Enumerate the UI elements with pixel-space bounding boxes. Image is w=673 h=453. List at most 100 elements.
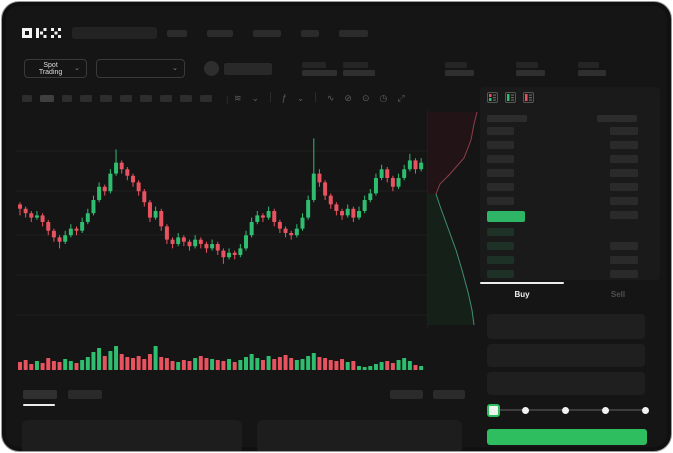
tab-sell[interactable]: Sell	[610, 290, 626, 299]
book-amount[interactable]	[610, 155, 638, 163]
indicators-chevron-icon[interactable]: ⌄	[296, 92, 305, 103]
divider: |	[269, 92, 272, 103]
order-tabs: Buy Sell	[480, 282, 660, 307]
pair-name-placeholder	[224, 63, 272, 75]
book-amount[interactable]	[610, 183, 638, 191]
chevron-down-icon: ⌄	[74, 65, 80, 72]
book-mode-bids-icon[interactable]	[505, 92, 516, 103]
timeframe-button-5[interactable]	[100, 95, 112, 102]
book-bid-price[interactable]	[487, 256, 514, 264]
timeframe-buttons	[22, 95, 212, 102]
stat-pair-name-value	[302, 70, 337, 76]
book-amount[interactable]	[610, 197, 638, 205]
stat-24h-low-value	[578, 70, 606, 76]
indicators-icon[interactable]: ƒ	[281, 92, 287, 103]
candlestick-chart[interactable]	[16, 106, 430, 378]
filter-tab-1[interactable]	[390, 390, 423, 399]
slider-stop-50[interactable]	[562, 407, 569, 414]
nav-item-4[interactable]	[301, 30, 319, 37]
timeframe-button-2[interactable]	[40, 95, 54, 102]
market-type-dropdown[interactable]: Spot Trading ⌄	[24, 59, 87, 78]
book-amount[interactable]	[610, 127, 638, 135]
price-field[interactable]	[487, 314, 645, 339]
timeframe-button-9[interactable]	[180, 95, 192, 102]
book-amount[interactable]	[610, 270, 638, 278]
chevron-down-icon: ⌄	[172, 65, 178, 72]
book-bid-price[interactable]	[487, 242, 514, 250]
timeframe-button-10[interactable]	[200, 95, 212, 102]
line-tool-icon[interactable]: ∿	[326, 92, 335, 103]
fullscreen-icon[interactable]: ⤢	[397, 92, 405, 103]
book-mode-both-icon[interactable]	[487, 92, 498, 103]
nav-item-3[interactable]	[253, 30, 281, 37]
stat-last-price-value	[343, 70, 375, 76]
divider: |	[314, 92, 317, 103]
candle-style-icon[interactable]: ≋	[234, 92, 242, 103]
stat-pair-name-label	[302, 62, 326, 68]
snapshot-icon[interactable]: ⊙	[361, 92, 370, 103]
nav-item-2[interactable]	[207, 30, 233, 37]
book-bid-price[interactable]	[487, 228, 514, 236]
book-ask-price[interactable]	[487, 183, 514, 191]
tab-buy[interactable]: Buy	[514, 290, 530, 299]
draw-tool-icon[interactable]: ⊘	[344, 92, 352, 103]
book-amount[interactable]	[610, 242, 638, 250]
depth-chart[interactable]	[427, 110, 480, 328]
book-bid-price[interactable]	[487, 270, 514, 278]
timeframe-button-4[interactable]	[80, 95, 92, 102]
timeframe-button-3[interactable]	[62, 95, 72, 102]
book-ask-price[interactable]	[487, 155, 514, 163]
stat-24h-change-label	[445, 62, 467, 68]
open-orders-panel	[22, 420, 242, 451]
book-col-header-amount[interactable]	[597, 115, 637, 122]
stat-24h-change-value	[445, 70, 474, 76]
nav-item-5[interactable]	[339, 30, 368, 37]
okx-logo	[22, 28, 61, 38]
book-amount[interactable]	[610, 256, 638, 264]
buy-submit-button[interactable]	[487, 429, 647, 445]
timeframe-button-7[interactable]	[140, 95, 152, 102]
book-ask-price[interactable]	[487, 169, 514, 177]
history-tab[interactable]	[68, 390, 102, 399]
active-tab-indicator	[480, 282, 564, 284]
timeframe-button-8[interactable]	[160, 95, 172, 102]
nav-item-1[interactable]	[167, 30, 187, 37]
slider-stop-75[interactable]	[602, 407, 609, 414]
market-type-label: Spot Trading	[38, 61, 63, 76]
stat-24h-high-value	[516, 70, 545, 76]
slider-handle[interactable]	[487, 404, 500, 417]
book-mode-asks-icon[interactable]	[523, 92, 534, 103]
book-ask-price[interactable]	[487, 127, 514, 135]
filter-tab-2[interactable]	[433, 390, 465, 399]
bottom-active-tab-indicator	[23, 404, 55, 406]
stat-24h-low-label	[578, 62, 599, 68]
book-col-header-price[interactable]	[487, 115, 527, 122]
toolbar-divider: |	[226, 94, 229, 104]
book-ask-price[interactable]	[487, 141, 514, 149]
order-book	[480, 87, 660, 280]
interval-clock-icon[interactable]: ◷	[379, 92, 388, 103]
bottom-tabs-left	[23, 390, 102, 399]
book-last-price[interactable]	[487, 211, 525, 222]
slider-stop-100[interactable]	[642, 407, 649, 414]
slider-stop-25[interactable]	[522, 407, 529, 414]
timeframe-button-1[interactable]	[22, 95, 32, 102]
amount-slider[interactable]	[487, 403, 649, 417]
book-ask-price[interactable]	[487, 197, 514, 205]
book-amount[interactable]	[610, 211, 638, 219]
stat-last-price-label	[343, 62, 368, 68]
orders-tab[interactable]	[23, 390, 57, 399]
book-amount[interactable]	[610, 141, 638, 149]
book-amount[interactable]	[610, 169, 638, 177]
candle-style-chevron-icon[interactable]: ⌄	[251, 92, 260, 103]
pair-coin-icon	[204, 61, 219, 76]
amount-field[interactable]	[487, 344, 645, 367]
total-field[interactable]	[487, 372, 645, 395]
search-input[interactable]	[72, 27, 157, 39]
pair-selector-dropdown[interactable]: ⌄	[96, 59, 185, 78]
bottom-tabs-right	[390, 390, 465, 399]
top-nav	[167, 30, 368, 37]
timeframe-button-6[interactable]	[120, 95, 132, 102]
